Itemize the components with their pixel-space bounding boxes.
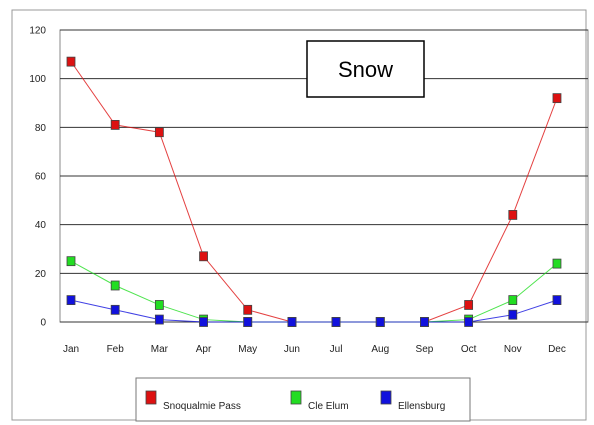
grid [60, 29, 588, 323]
series-group [66, 56, 562, 327]
data-point [66, 56, 76, 67]
data-point [552, 258, 562, 269]
data-point [243, 317, 253, 327]
data-point [464, 317, 474, 327]
chart-frame [11, 9, 587, 421]
legend-label: Cle Elum [308, 401, 349, 412]
data-point [464, 300, 474, 310]
data-point [154, 127, 164, 138]
y-tick-label: 40 [35, 220, 47, 231]
legend-swatch [145, 390, 157, 405]
series-line [70, 299, 558, 323]
data-point [66, 295, 76, 306]
legend-label: Snoqualmie Pass [163, 401, 241, 412]
title-box [306, 40, 425, 98]
legend-swatch [380, 390, 392, 405]
y-tick-label: 100 [29, 74, 46, 85]
x-tick-label: Oct [461, 344, 477, 355]
data-point [375, 317, 385, 327]
x-tick-label: Sep [416, 344, 434, 355]
data-point [110, 120, 120, 130]
legend [135, 377, 471, 422]
y-tick-label: 120 [29, 26, 46, 37]
y-tick-label: 60 [35, 172, 47, 183]
data-point [552, 295, 562, 306]
y-tick-label: 80 [35, 123, 47, 134]
x-tick-label: Jan [63, 344, 79, 355]
x-tick-label: Jul [330, 344, 343, 355]
x-tick-label: Mar [151, 344, 169, 355]
x-tick-label: Nov [504, 344, 522, 355]
data-point [199, 317, 208, 327]
data-point [66, 256, 76, 267]
x-axis: Jan Feb Mar Apr May Jun Jul Aug Sep Oct Nov Dec [63, 344, 566, 355]
data-point [508, 295, 518, 306]
x-tick-label: Apr [196, 344, 212, 355]
data-point [331, 317, 341, 327]
legend-items: Snoqualmie Pass Cle Elum Ellensburg [145, 390, 445, 412]
legend-swatch [290, 390, 302, 405]
data-point [420, 317, 429, 327]
x-tick-label: Dec [548, 344, 566, 355]
x-tick-label: Jun [284, 344, 300, 355]
data-point [508, 210, 518, 220]
y-tick-label: 0 [40, 318, 46, 329]
data-point [110, 280, 120, 291]
data-point [508, 309, 518, 320]
data-point [243, 304, 253, 315]
data-point [154, 300, 164, 310]
data-point [287, 317, 297, 327]
data-point [154, 314, 164, 325]
x-tick-label: May [238, 344, 257, 355]
data-point [552, 93, 562, 104]
x-tick-label: Aug [371, 344, 389, 355]
x-tick-label: Feb [107, 344, 125, 355]
y-tick-label: 20 [35, 269, 47, 280]
data-point [110, 304, 120, 315]
data-point [199, 251, 208, 262]
y-axis: 0 20 40 60 80 100 120 [29, 26, 46, 329]
legend-label: Ellensburg [398, 401, 445, 412]
chart-title: Snow [338, 57, 393, 82]
